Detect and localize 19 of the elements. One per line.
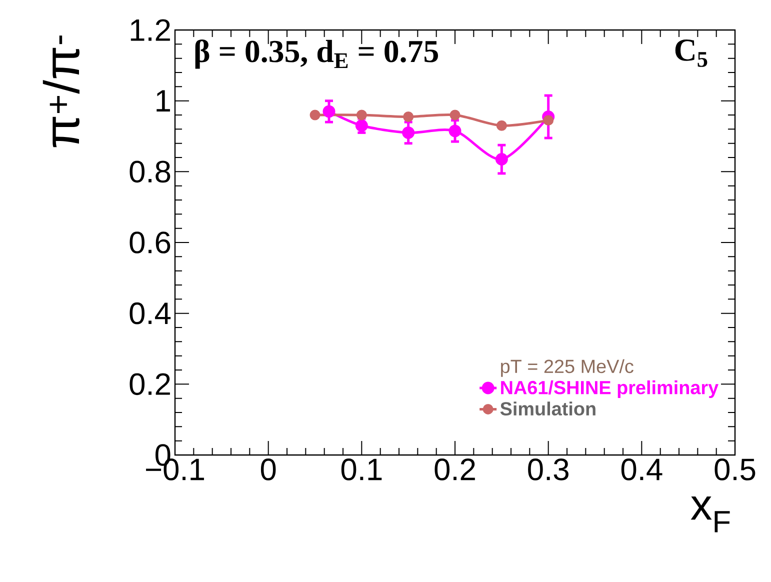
y-tick-label: 0.8 (130, 160, 170, 183)
legend-title: pT = 225 MeV/c (501, 359, 634, 377)
y-tick-label: 0.4 (130, 302, 171, 324)
x-tick-label: 0.2 (434, 458, 475, 480)
y-tick-label: 1.2 (130, 19, 170, 41)
annotation: C$_{5}$ (675, 40, 708, 67)
x-tick-label: 0.4 (621, 458, 662, 480)
y-axis-title: π$^{+}$/π$^{-}$ (42, 36, 80, 148)
y-tick-label: 1 (156, 90, 170, 112)
x-tick-label: 0.5 (714, 458, 756, 480)
x-axis-title: x$_{F}$ (690, 496, 730, 532)
y-tick-label: 0.2 (130, 373, 170, 396)
legend-label: Simulation (500, 402, 596, 416)
x-tick-label: 0.3 (528, 458, 568, 480)
legend-label: NA61/SHINE preliminary (501, 380, 718, 398)
y-tick-label: 0.6 (130, 232, 170, 254)
annotation: β = 0.35, d$_{E}$ = 0.75 (195, 40, 438, 69)
x-tick-label: 0 (260, 458, 276, 480)
x-tick-label: 0.1 (341, 458, 382, 480)
